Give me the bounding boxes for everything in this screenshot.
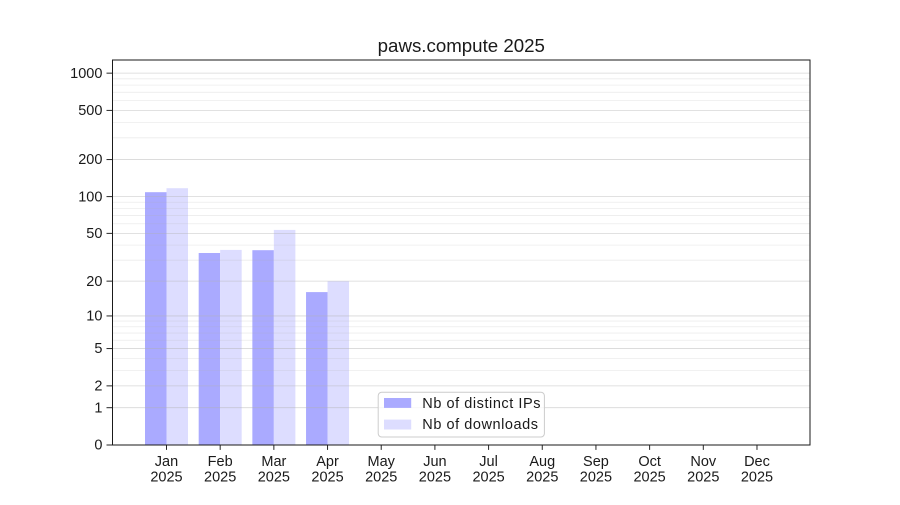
- svg-text:2025: 2025: [258, 470, 290, 486]
- svg-text:2: 2: [94, 379, 102, 395]
- svg-text:Nb of distinct IPs: Nb of distinct IPs: [422, 396, 541, 412]
- svg-text:1: 1: [94, 400, 102, 416]
- svg-text:20: 20: [86, 274, 102, 290]
- svg-text:2025: 2025: [150, 470, 182, 486]
- svg-text:2025: 2025: [204, 470, 236, 486]
- svg-text:Nov: Nov: [690, 454, 717, 470]
- svg-text:Feb: Feb: [208, 454, 233, 470]
- svg-text:Apr: Apr: [316, 454, 339, 470]
- svg-text:2025: 2025: [526, 470, 558, 486]
- svg-text:5: 5: [94, 341, 102, 357]
- svg-text:2025: 2025: [741, 470, 773, 486]
- svg-text:Oct: Oct: [638, 454, 661, 470]
- svg-text:Jan: Jan: [155, 454, 178, 470]
- svg-text:0: 0: [94, 438, 102, 454]
- svg-text:Aug: Aug: [529, 454, 555, 470]
- svg-text:2025: 2025: [419, 470, 451, 486]
- svg-text:50: 50: [86, 226, 102, 242]
- svg-text:1000: 1000: [70, 66, 102, 82]
- svg-text:10: 10: [86, 309, 102, 325]
- svg-text:2025: 2025: [687, 470, 719, 486]
- svg-text:Jun: Jun: [423, 454, 446, 470]
- svg-text:2025: 2025: [311, 470, 343, 486]
- svg-text:500: 500: [78, 103, 102, 119]
- svg-text:Sep: Sep: [583, 454, 609, 470]
- svg-text:Mar: Mar: [261, 454, 286, 470]
- svg-text:paws.compute 2025: paws.compute 2025: [378, 35, 545, 56]
- svg-text:200: 200: [78, 152, 102, 168]
- svg-text:2025: 2025: [472, 470, 504, 486]
- svg-text:May: May: [368, 454, 396, 470]
- svg-text:2025: 2025: [633, 470, 665, 486]
- svg-text:Dec: Dec: [744, 454, 770, 470]
- svg-text:2025: 2025: [580, 470, 612, 486]
- svg-text:Nb of downloads: Nb of downloads: [422, 417, 538, 433]
- svg-text:100: 100: [78, 189, 102, 205]
- svg-text:Jul: Jul: [479, 454, 498, 470]
- svg-text:2025: 2025: [365, 470, 397, 486]
